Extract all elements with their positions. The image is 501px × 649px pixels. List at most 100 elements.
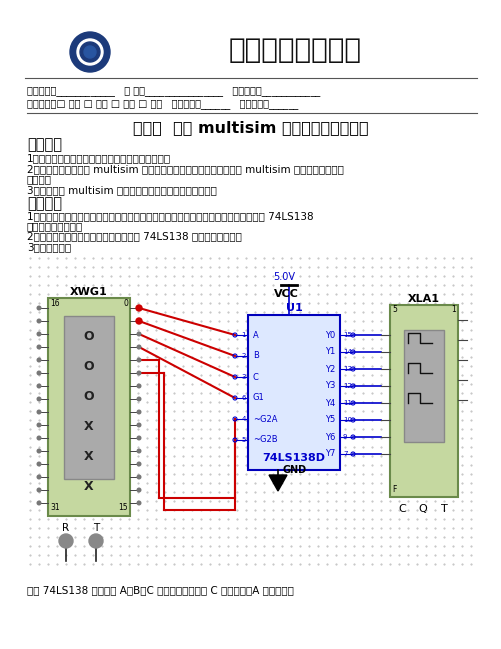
Text: 5.0V: 5.0V: [273, 272, 295, 282]
Text: R: R: [62, 523, 70, 533]
Text: GND: GND: [283, 465, 307, 475]
Text: 4: 4: [241, 416, 245, 422]
Text: Y7: Y7: [324, 450, 334, 458]
Text: 3: 3: [241, 374, 245, 380]
Text: 16: 16: [50, 299, 60, 308]
Bar: [48, 298, 130, 516]
Circle shape: [137, 384, 140, 388]
Text: 5: 5: [391, 306, 396, 315]
Text: 实验类型：□ 验证 □ 综合 □ 设计 □ 创新   实验日期：______   实验成绩：______: 实验类型：□ 验证 □ 综合 □ 设计 □ 创新 实验日期：______ 实验成…: [27, 99, 298, 109]
Circle shape: [137, 306, 140, 310]
Text: ~G2A: ~G2A: [253, 415, 277, 424]
Text: 15: 15: [342, 332, 351, 338]
Bar: [64, 316, 114, 479]
Text: 15: 15: [118, 504, 128, 513]
Circle shape: [37, 397, 41, 401]
Text: 译码器的逻辑功能；: 译码器的逻辑功能；: [27, 221, 83, 231]
Circle shape: [137, 436, 140, 440]
Bar: [247, 315, 339, 470]
Circle shape: [37, 384, 41, 388]
Text: Y4: Y4: [324, 398, 334, 408]
Text: 0: 0: [123, 299, 128, 308]
Circle shape: [137, 488, 140, 492]
Text: Y3: Y3: [324, 382, 334, 391]
Text: XLA1: XLA1: [407, 294, 439, 304]
Text: Y6: Y6: [324, 432, 334, 441]
Text: Y5: Y5: [324, 415, 334, 424]
Circle shape: [89, 534, 103, 548]
Circle shape: [137, 397, 140, 401]
Text: 13: 13: [342, 366, 351, 372]
Circle shape: [37, 423, 41, 427]
Circle shape: [137, 371, 140, 375]
Text: 6: 6: [241, 395, 245, 401]
Circle shape: [37, 475, 41, 479]
Circle shape: [137, 475, 140, 479]
Text: 2、利用逻辑分析仪的逻辑分析功能实验 74LS138 逻辑功能的分析；: 2、利用逻辑分析仪的逻辑分析功能实验 74LS138 逻辑功能的分析；: [27, 231, 241, 241]
Circle shape: [137, 423, 140, 427]
Circle shape: [37, 319, 41, 323]
Text: C: C: [253, 373, 259, 382]
Text: F: F: [391, 485, 396, 493]
Circle shape: [137, 319, 140, 323]
Text: 12: 12: [342, 383, 351, 389]
Text: 1、掌握虚拟器库中关于数字电路仪器的使用方法；: 1、掌握虚拟器库中关于数字电路仪器的使用方法；: [27, 153, 171, 163]
Text: Y0: Y0: [324, 330, 334, 339]
Text: 31: 31: [50, 504, 60, 513]
Circle shape: [37, 371, 41, 375]
Text: 其中 74LS138 的输入端 A、B、C 位次分别升高，即 C 为最高位，A 为最低位。: 其中 74LS138 的输入端 A、B、C 位次分别升高，即 C 为最高位，A …: [27, 585, 293, 595]
Circle shape: [37, 410, 41, 414]
Text: 实验目的: 实验目的: [27, 138, 62, 153]
Text: 1、利用字发生器产生一定的序列接入一个芯片验证其逻辑功能是否正确，本实验验证 74LS138: 1、利用字发生器产生一定的序列接入一个芯片验证其逻辑功能是否正确，本实验验证 7…: [27, 211, 313, 221]
Circle shape: [37, 462, 41, 466]
Text: 3、学会使用 multisim 进行实验前或做实物前的电路仿真；: 3、学会使用 multisim 进行实验前或做实物前的电路仿真；: [27, 185, 216, 195]
Text: 学生姓名：____________   学 号：________________   专业班级：____________: 学生姓名：____________ 学 号：________________ 专…: [27, 86, 320, 96]
Text: C: C: [397, 504, 405, 514]
Circle shape: [137, 410, 140, 414]
Text: Q: Q: [418, 504, 426, 514]
Text: 7: 7: [342, 451, 347, 457]
Text: VCC: VCC: [274, 289, 298, 299]
Text: U1: U1: [285, 303, 302, 313]
Circle shape: [137, 501, 140, 505]
Text: 2、进一步了解并掌握 multisim 仿真软件的操作技巧和分析方法以及 multisim 的常用快捷键的熟: 2、进一步了解并掌握 multisim 仿真软件的操作技巧和分析方法以及 mul…: [27, 164, 343, 174]
Text: 南昌大学实验报告: 南昌大学实验报告: [228, 36, 361, 64]
Circle shape: [137, 449, 140, 453]
Text: 2: 2: [241, 353, 245, 359]
Circle shape: [37, 449, 41, 453]
Circle shape: [136, 318, 142, 324]
Bar: [403, 330, 443, 442]
Text: X: X: [84, 480, 94, 493]
Circle shape: [137, 345, 140, 349]
Text: 74LS138D: 74LS138D: [262, 453, 325, 463]
Text: T: T: [440, 504, 446, 514]
Text: 9: 9: [342, 434, 347, 440]
Text: 练使用；: 练使用；: [27, 174, 52, 184]
Circle shape: [70, 32, 110, 72]
Text: 14: 14: [342, 349, 351, 355]
Circle shape: [37, 358, 41, 361]
Text: Y1: Y1: [324, 347, 334, 356]
Circle shape: [137, 358, 140, 361]
Text: O: O: [84, 389, 94, 402]
Text: 3、实验原理图: 3、实验原理图: [27, 242, 71, 252]
Text: X: X: [84, 450, 94, 463]
Text: T: T: [93, 523, 99, 533]
Circle shape: [37, 306, 41, 310]
Text: Y2: Y2: [324, 365, 334, 374]
Polygon shape: [269, 475, 287, 491]
Text: B: B: [253, 352, 259, 360]
Text: XWG1: XWG1: [70, 287, 108, 297]
Circle shape: [136, 305, 142, 311]
Circle shape: [77, 39, 103, 65]
Text: 5: 5: [241, 437, 245, 443]
Circle shape: [59, 534, 73, 548]
Text: 1: 1: [450, 306, 455, 315]
Circle shape: [37, 332, 41, 336]
Circle shape: [137, 332, 140, 336]
Circle shape: [37, 345, 41, 349]
Text: ~G2B: ~G2B: [253, 435, 277, 445]
Text: X: X: [84, 419, 94, 432]
Text: 实验十  基于 multisim 的数字电路仿真实验: 实验十 基于 multisim 的数字电路仿真实验: [133, 121, 368, 136]
Text: 11: 11: [342, 400, 351, 406]
